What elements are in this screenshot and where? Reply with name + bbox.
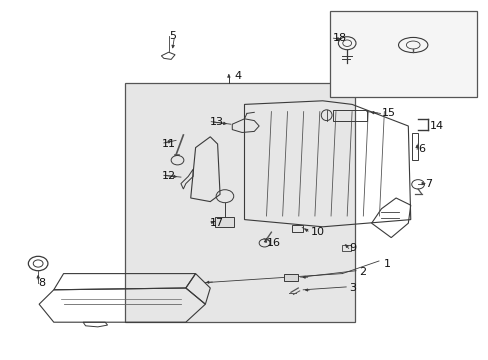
Text: 7: 7 [425,179,432,189]
Bar [411,133,417,160]
Text: 18: 18 [332,33,346,43]
Text: 2: 2 [359,267,366,277]
Text: 1: 1 [383,258,390,269]
Text: 10: 10 [310,227,324,237]
Text: 16: 16 [266,238,280,248]
Text: 14: 14 [429,121,444,131]
Text: 13: 13 [210,117,224,127]
Text: 6: 6 [417,144,424,154]
Text: 12: 12 [161,171,175,181]
Text: 8: 8 [38,278,45,288]
Text: 11: 11 [161,139,175,149]
Bar [215,217,233,227]
Bar [329,11,476,97]
Bar [332,110,366,121]
Bar [283,274,298,281]
Bar [342,245,350,251]
Bar [292,225,303,232]
Text: 17: 17 [210,218,224,228]
Text: 15: 15 [381,108,395,118]
Text: 5: 5 [168,31,175,41]
Text: 3: 3 [349,283,356,293]
Text: 4: 4 [234,71,242,81]
Bar [124,83,354,322]
Text: 9: 9 [349,243,356,253]
